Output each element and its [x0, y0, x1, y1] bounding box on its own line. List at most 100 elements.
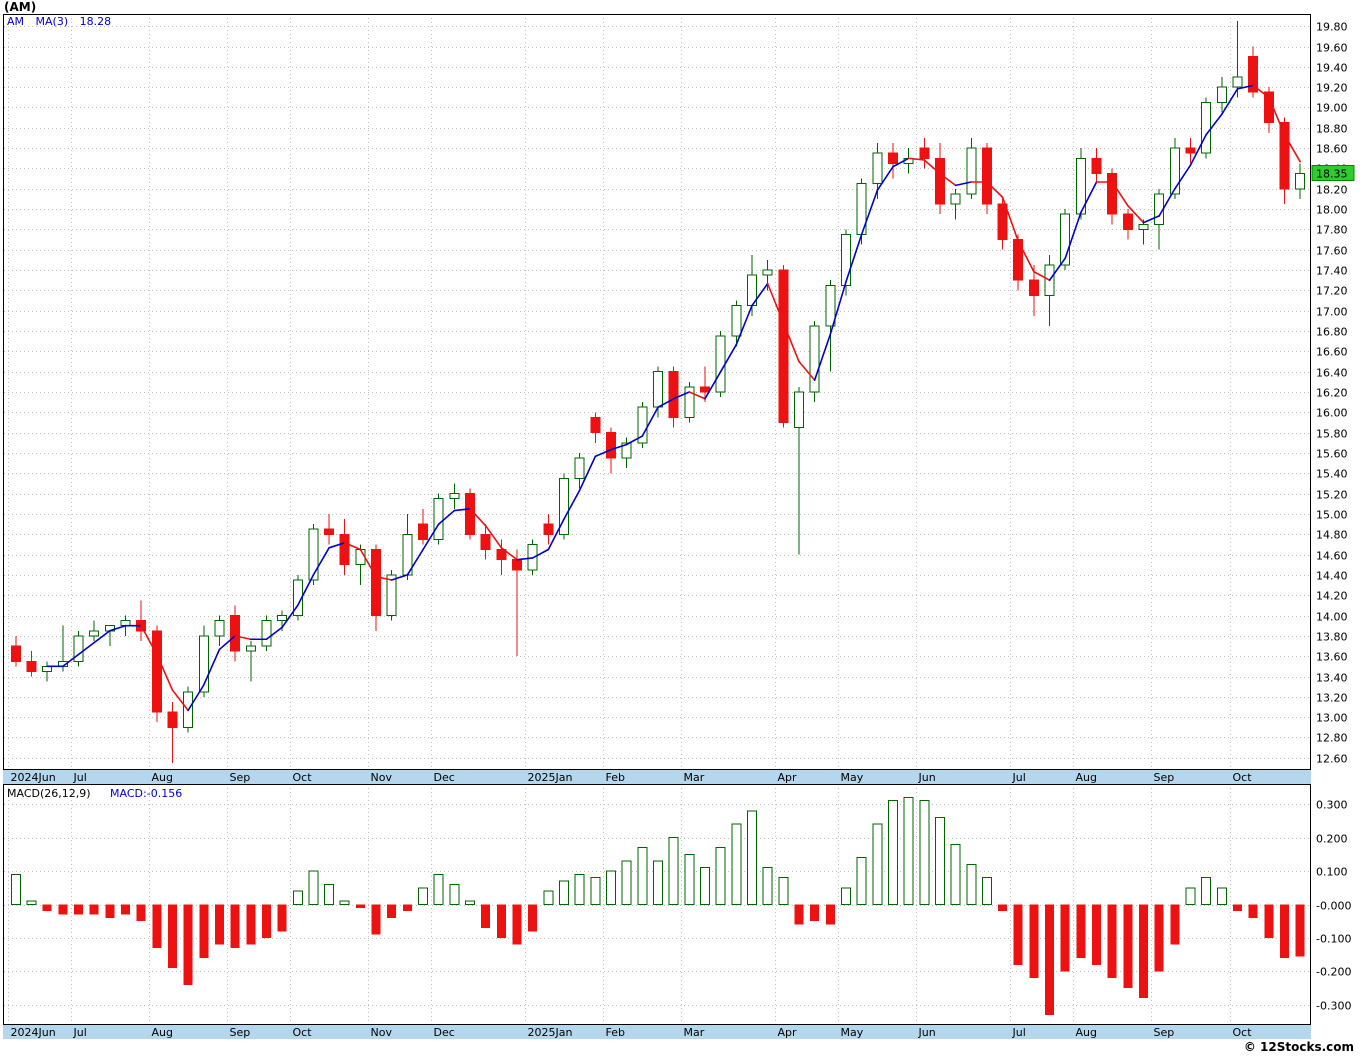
svg-text:May: May [841, 771, 864, 784]
svg-text:19.00: 19.00 [1316, 102, 1348, 115]
svg-text:2024Jun: 2024Jun [11, 1026, 56, 1039]
svg-text:Aug: Aug [152, 1026, 173, 1039]
svg-text:19.40: 19.40 [1316, 62, 1348, 75]
svg-text:14.60: 14.60 [1316, 550, 1348, 563]
svg-text:Feb: Feb [606, 1026, 625, 1039]
svg-text:16.60: 16.60 [1316, 346, 1348, 359]
svg-text:17.80: 17.80 [1316, 224, 1348, 237]
macd-axis-labels: 0.300 0.200 0.100 -0.000 -0.100 -0.200 -0.300 [1316, 799, 1351, 1013]
macd-value-label: MACD:-0.156 [110, 787, 183, 800]
price-axis-labels: 12.60 12.80 13.00 13.20 13.40 13.60 13.80 14.00… [1316, 21, 1348, 766]
svg-text:Sep: Sep [1154, 1026, 1175, 1039]
svg-text:18.35: 18.35 [1316, 168, 1348, 181]
svg-text:18.60: 18.60 [1316, 143, 1348, 156]
candlestick-series [10, 21, 1306, 763]
svg-text:0.100: 0.100 [1316, 866, 1348, 879]
page-title: (AM) [4, 0, 37, 14]
svg-text:Jul: Jul [1012, 1026, 1026, 1039]
svg-text:Oct: Oct [293, 771, 313, 784]
svg-text:Aug: Aug [152, 771, 173, 784]
svg-text:Dec: Dec [434, 1026, 455, 1039]
svg-text:15.80: 15.80 [1316, 428, 1348, 441]
svg-text:17.00: 17.00 [1316, 306, 1348, 319]
svg-text:2025Jan: 2025Jan [528, 1026, 573, 1039]
svg-text:Nov: Nov [371, 1026, 393, 1039]
svg-text:Jul: Jul [73, 1026, 87, 1039]
month-axis-bands [3, 770, 1311, 1039]
month-gridlines [8, 14, 1231, 1025]
svg-text:Dec: Dec [434, 771, 455, 784]
svg-text:15.40: 15.40 [1316, 468, 1348, 481]
svg-text:Oct: Oct [1233, 1026, 1253, 1039]
month-labels: 2024Jun 2024Jun Jul Jul Aug Aug Sep Sep Oct Oct No… [11, 771, 1253, 1039]
svg-text:Jun: Jun [918, 771, 936, 784]
svg-text:13.60: 13.60 [1316, 651, 1348, 664]
macd-legend: MACD(26,12,9) MACD:-0.156 [7, 787, 182, 800]
svg-text:Sep: Sep [230, 771, 251, 784]
svg-text:14.40: 14.40 [1316, 570, 1348, 583]
copyright-text: © 12Stocks.com [1243, 1040, 1354, 1054]
svg-text:14.20: 14.20 [1316, 590, 1348, 603]
svg-text:Mar: Mar [684, 771, 705, 784]
price-legend: AM MA(3) 18.28 [7, 15, 111, 28]
svg-text:0.300: 0.300 [1316, 799, 1348, 812]
svg-text:Feb: Feb [606, 771, 625, 784]
legend-ma-label: MA(3) [35, 15, 69, 28]
svg-text:Aug: Aug [1076, 771, 1097, 784]
svg-text:Jun: Jun [918, 1026, 936, 1039]
svg-text:Aug: Aug [1076, 1026, 1097, 1039]
legend-symbol: AM [7, 15, 25, 28]
svg-text:13.80: 13.80 [1316, 631, 1348, 644]
svg-text:-0.100: -0.100 [1316, 933, 1351, 946]
svg-text:18.20: 18.20 [1316, 184, 1348, 197]
svg-text:16.00: 16.00 [1316, 407, 1348, 420]
svg-text:18.80: 18.80 [1316, 123, 1348, 136]
svg-text:0.200: 0.200 [1316, 833, 1348, 846]
svg-text:13.00: 13.00 [1316, 712, 1348, 725]
svg-text:Apr: Apr [778, 1026, 798, 1039]
svg-text:-0.300: -0.300 [1316, 1000, 1351, 1013]
svg-text:Mar: Mar [684, 1026, 705, 1039]
svg-text:12.60: 12.60 [1316, 753, 1348, 766]
svg-text:15.60: 15.60 [1316, 448, 1348, 461]
svg-text:14.80: 14.80 [1316, 529, 1348, 542]
svg-text:17.20: 17.20 [1316, 285, 1348, 298]
svg-text:19.80: 19.80 [1316, 21, 1348, 34]
svg-text:Jul: Jul [73, 771, 87, 784]
svg-text:17.40: 17.40 [1316, 265, 1348, 278]
macd-params-label: MACD(26,12,9) [7, 787, 91, 800]
svg-text:2024Jun: 2024Jun [11, 771, 56, 784]
ma3-line [46, 84, 1301, 712]
svg-text:-0.000: -0.000 [1316, 900, 1351, 913]
svg-text:16.20: 16.20 [1316, 387, 1348, 400]
svg-text:14.00: 14.00 [1316, 611, 1348, 624]
svg-text:15.20: 15.20 [1316, 489, 1348, 502]
svg-text:Nov: Nov [371, 771, 393, 784]
svg-text:12.80: 12.80 [1316, 732, 1348, 745]
svg-text:2025Jan: 2025Jan [528, 771, 573, 784]
svg-text:13.40: 13.40 [1316, 672, 1348, 685]
svg-text:Sep: Sep [1154, 771, 1175, 784]
svg-text:Oct: Oct [1233, 771, 1253, 784]
svg-text:16.40: 16.40 [1316, 367, 1348, 380]
svg-text:19.20: 19.20 [1316, 82, 1348, 95]
panel-borders [3, 14, 1311, 1025]
svg-text:17.60: 17.60 [1316, 245, 1348, 258]
svg-text:18.00: 18.00 [1316, 204, 1348, 217]
svg-text:13.20: 13.20 [1316, 692, 1348, 705]
legend-ma-value: 18.28 [79, 15, 112, 28]
svg-text:May: May [841, 1026, 864, 1039]
price-gridlines [4, 26, 1310, 759]
svg-text:Oct: Oct [293, 1026, 313, 1039]
svg-text:Jul: Jul [1012, 771, 1026, 784]
svg-text:19.60: 19.60 [1316, 42, 1348, 55]
macd-histogram [10, 796, 1305, 1015]
svg-text:-0.200: -0.200 [1316, 966, 1351, 979]
last-price-tag: 18.35 [1311, 165, 1355, 182]
svg-text:15.00: 15.00 [1316, 509, 1348, 522]
svg-text:16.80: 16.80 [1316, 326, 1348, 339]
svg-text:Sep: Sep [230, 1026, 251, 1039]
svg-text:Apr: Apr [778, 771, 798, 784]
